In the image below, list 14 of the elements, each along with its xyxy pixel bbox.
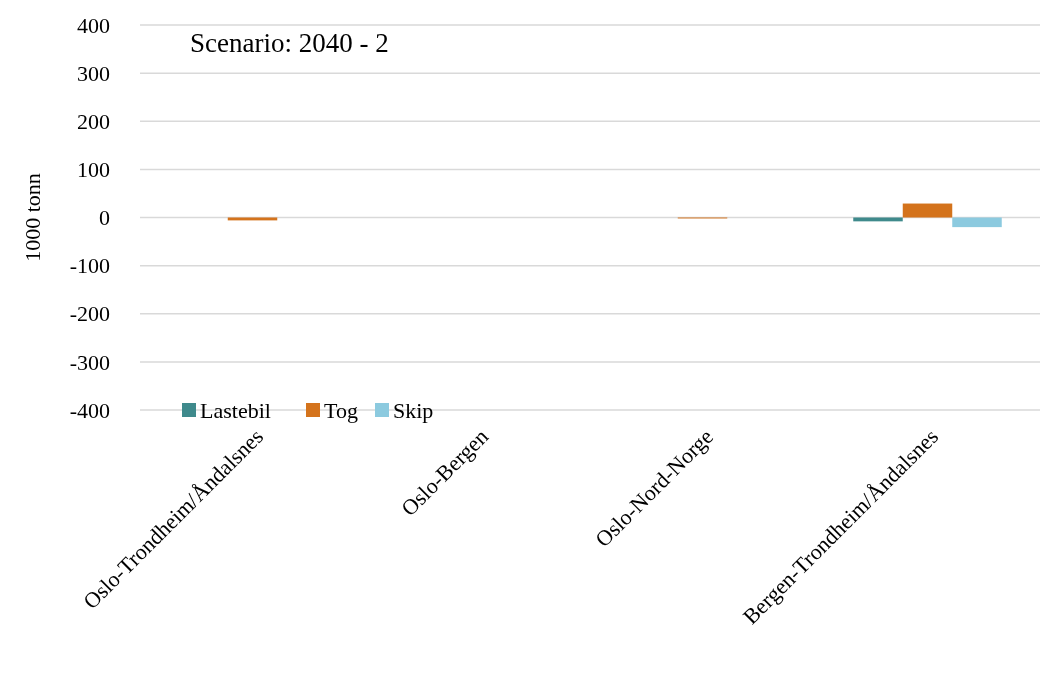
legend-label: Skip — [393, 397, 434, 423]
y-tick-label: 200 — [77, 108, 110, 134]
legend-label: Lastebil — [200, 397, 271, 423]
y-tick-label: -300 — [69, 349, 110, 375]
chart-title: Scenario: 2040 - 2 — [190, 28, 389, 58]
y-tick-label: 100 — [77, 157, 110, 183]
y-tick-label: 0 — [99, 205, 110, 231]
y-axis-title: 1000 tonn — [20, 173, 45, 262]
y-tick-label: -400 — [69, 397, 110, 423]
y-tick-label: -200 — [69, 301, 110, 327]
y-tick-label: 300 — [77, 60, 110, 86]
legend-label: Tog — [324, 397, 358, 423]
y-tick-label: 400 — [77, 12, 110, 38]
y-tick-label: -100 — [69, 253, 110, 279]
